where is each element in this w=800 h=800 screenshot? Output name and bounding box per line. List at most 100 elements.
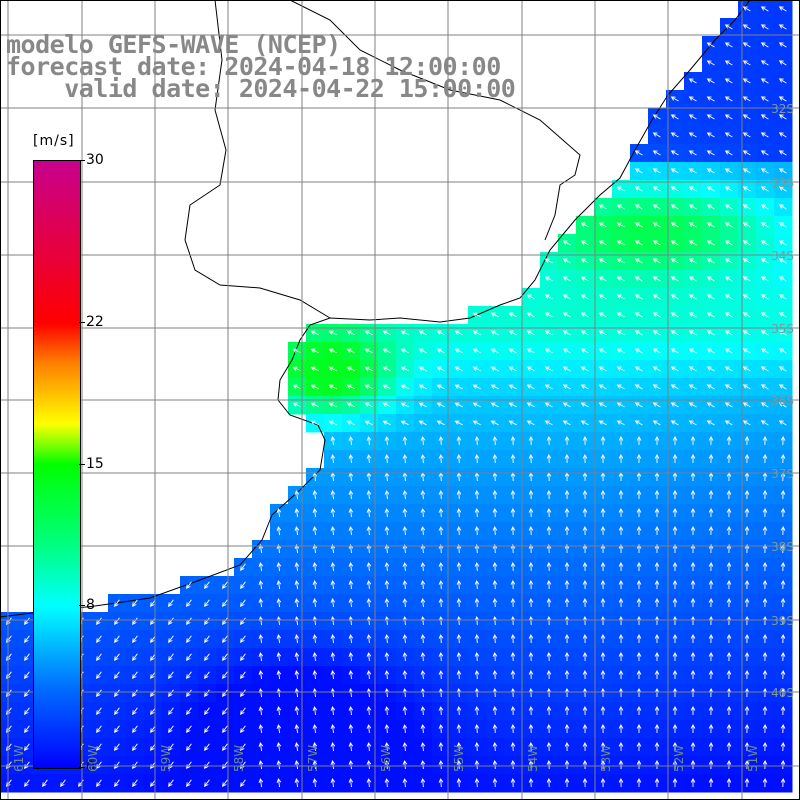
wind-arrow — [132, 599, 138, 607]
wind-arrow — [744, 616, 750, 626]
wind-arrow — [706, 258, 715, 264]
wind-arrow — [636, 688, 642, 697]
wind-arrow — [760, 312, 769, 318]
wind-arrow — [726, 634, 732, 644]
wind-arrow — [364, 330, 373, 336]
wind-arrow — [634, 312, 643, 318]
wind-arrow — [564, 598, 570, 608]
wind-arrow — [564, 616, 570, 626]
wind-arrow — [292, 348, 301, 354]
wind-arrow — [580, 384, 589, 390]
wind-arrow — [690, 688, 696, 697]
wind-arrow — [618, 454, 624, 464]
wind-arrow — [544, 258, 553, 264]
wind-arrow — [760, 384, 769, 390]
wind-arrow — [508, 402, 517, 408]
wind-arrow — [348, 688, 354, 698]
wind-arrow — [690, 778, 696, 787]
wind-arrow — [400, 420, 409, 426]
wind-arrow — [580, 330, 589, 336]
wind-arrow — [384, 436, 390, 446]
wind-arrow — [544, 276, 553, 282]
wind-arrow — [654, 436, 660, 445]
wind-arrow — [492, 580, 498, 590]
wind-arrow — [582, 724, 588, 734]
wind-arrow — [438, 688, 444, 698]
wind-arrow — [742, 294, 751, 300]
wind-arrow — [240, 617, 246, 625]
wind-arrow — [436, 330, 445, 336]
wind-arrow — [742, 96, 751, 102]
wind-arrow — [742, 168, 751, 174]
wind-arrow — [474, 454, 480, 464]
wind-arrow — [778, 132, 787, 138]
wind-arrow — [348, 778, 354, 788]
wind-arrow — [186, 671, 192, 679]
wind-arrow — [670, 150, 679, 156]
wind-arrow — [600, 724, 606, 734]
wind-arrow — [60, 779, 66, 787]
wind-arrow — [582, 436, 588, 446]
wind-arrow — [670, 222, 679, 228]
wind-arrow — [690, 706, 696, 715]
wind-arrow — [636, 562, 642, 571]
wind-arrow — [760, 366, 769, 372]
wind-arrow — [618, 652, 624, 662]
wind-arrow — [186, 581, 192, 589]
wind-arrow — [726, 760, 732, 770]
wind-arrow — [222, 689, 228, 697]
wind-arrow — [724, 60, 733, 66]
wind-arrow — [384, 778, 390, 788]
wind-arrow — [760, 114, 769, 120]
wind-arrow — [400, 348, 409, 354]
wind-arrow — [292, 402, 301, 408]
wind-arrow — [258, 634, 264, 644]
wind-arrow — [526, 294, 535, 300]
wind-arrow — [526, 330, 535, 336]
wind-arrow — [348, 562, 354, 572]
wind-arrow — [168, 689, 174, 697]
wind-arrow — [762, 436, 768, 446]
wind-arrow — [672, 598, 678, 607]
wind-arrow — [510, 670, 516, 680]
wind-arrow — [780, 778, 786, 788]
wind-arrow — [312, 742, 318, 752]
wind-arrow — [670, 384, 679, 390]
wind-arrow — [420, 580, 426, 590]
wind-arrow — [708, 706, 714, 716]
wind-arrow — [472, 312, 481, 318]
wind-arrow — [510, 760, 516, 770]
longitude-label: 56W — [379, 744, 393, 772]
wind-arrow — [564, 436, 570, 446]
wind-arrow — [438, 598, 444, 608]
wind-arrow — [778, 294, 787, 300]
wind-arrow — [474, 670, 480, 680]
wind-arrow — [402, 706, 408, 716]
wind-arrow — [402, 652, 408, 662]
wind-arrow — [528, 760, 534, 770]
wind-arrow — [762, 742, 768, 752]
wind-arrow — [6, 635, 12, 643]
wind-arrow — [456, 670, 462, 680]
wind-arrow — [654, 580, 660, 589]
wind-arrow — [780, 436, 786, 446]
wind-arrow — [436, 348, 445, 354]
latitude-label: 36S — [771, 394, 794, 408]
wind-arrow — [204, 707, 210, 715]
wind-arrow — [472, 402, 481, 408]
wind-arrow — [564, 490, 570, 500]
wind-arrow — [366, 688, 372, 698]
wind-arrow — [654, 526, 660, 535]
wind-arrow — [580, 294, 589, 300]
wind-arrow — [726, 454, 732, 464]
wind-arrow — [418, 420, 427, 426]
wind-arrow — [778, 330, 787, 336]
wind-arrow — [402, 508, 408, 518]
wind-arrow — [528, 616, 534, 626]
wind-arrow — [616, 204, 625, 210]
wind-arrow — [510, 634, 516, 644]
wind-arrow — [708, 580, 714, 590]
wind-arrow — [96, 743, 102, 751]
wind-arrow — [688, 240, 697, 246]
wind-arrow — [168, 599, 174, 607]
